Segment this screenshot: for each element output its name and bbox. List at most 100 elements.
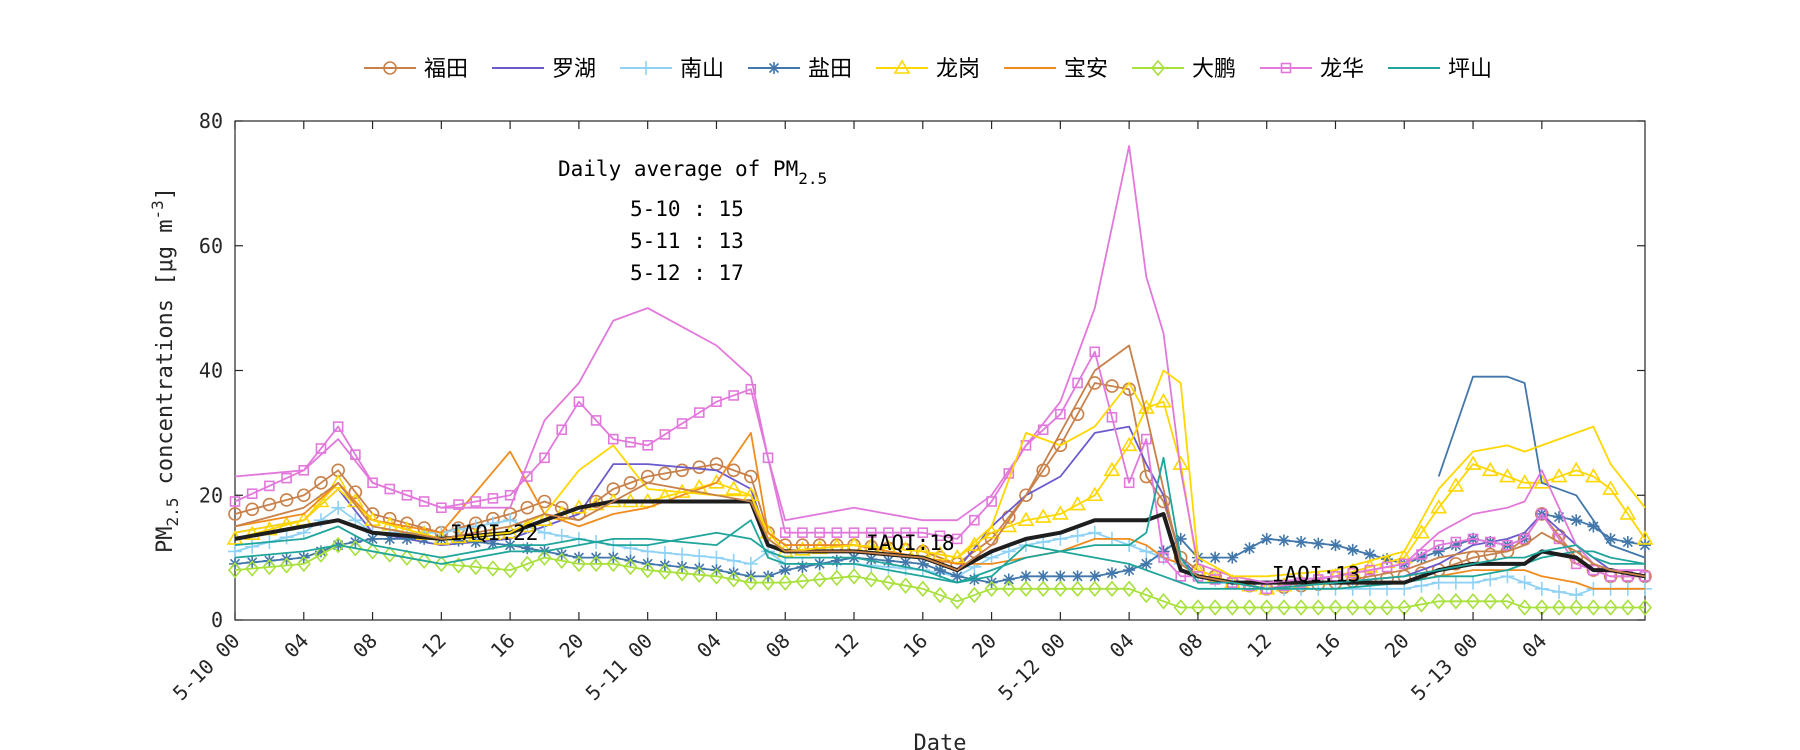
data-point <box>1243 542 1256 555</box>
data-point <box>245 502 259 517</box>
data-point <box>1499 467 1516 483</box>
data-point <box>571 555 586 573</box>
data-point <box>692 460 707 474</box>
data-point <box>882 554 895 567</box>
annotation-title-main: Daily average of PM <box>558 157 798 181</box>
legend-swatch-marker <box>768 62 780 74</box>
data-point <box>1311 599 1326 616</box>
data-point <box>1413 524 1430 539</box>
data-point <box>400 532 413 545</box>
data-point <box>967 586 982 604</box>
data-point <box>227 561 243 579</box>
data-point <box>1018 580 1034 598</box>
data-point <box>279 493 294 507</box>
data-point <box>1019 570 1032 583</box>
data-point <box>1105 567 1118 580</box>
data-point <box>1295 536 1308 549</box>
y-axis-label-end: ] <box>153 187 178 200</box>
data-point <box>1380 599 1395 616</box>
legend-label: 大鹏 <box>1192 57 1236 82</box>
data-point <box>418 496 430 507</box>
legend-swatch-marker <box>639 61 653 75</box>
data-point <box>1070 580 1085 598</box>
legend-item: 南山 <box>620 57 724 82</box>
x-tick-label: 08 <box>761 629 795 663</box>
series-extra <box>234 369 1646 578</box>
data-point <box>1105 379 1119 393</box>
data-point <box>1277 534 1290 547</box>
data-point <box>331 536 346 554</box>
data-point <box>296 555 311 573</box>
annotation-line-2: 5-11 : 13 <box>630 229 744 253</box>
data-point <box>348 540 363 557</box>
x-tick-label: 12 <box>1242 629 1276 663</box>
data-point <box>1054 570 1067 583</box>
data-point <box>1036 580 1051 598</box>
data-point <box>728 390 739 401</box>
x-tick-label: 08 <box>348 629 382 663</box>
data-point <box>329 474 347 489</box>
x-axis-ticks: 5-10 00 04 08 12 16 205-11 00 04 08 12 16 205-12 0… <box>168 121 1551 705</box>
legend-label: 罗湖 <box>552 57 596 82</box>
series-extra <box>234 344 1646 590</box>
data-point <box>1344 563 1362 578</box>
data-point <box>1450 536 1462 548</box>
data-point <box>520 555 535 573</box>
x-tick-label: 5-12 00 <box>993 629 1070 706</box>
legend-swatch-marker <box>383 61 397 75</box>
legend-label: 南山 <box>680 57 724 82</box>
data-point <box>607 433 619 445</box>
data-point <box>725 480 743 495</box>
data-point <box>1158 552 1169 563</box>
data-point <box>1019 488 1033 503</box>
x-tick-label: 04 <box>692 629 726 663</box>
data-point <box>1431 593 1446 610</box>
x-tick-label: 04 <box>1105 629 1139 663</box>
annotation-line-3: 5-12 : 17 <box>630 261 744 285</box>
data-point <box>1604 532 1617 545</box>
data-point <box>1567 461 1585 477</box>
data-point <box>554 528 569 543</box>
data-point <box>1123 477 1135 489</box>
data-point <box>1484 536 1496 548</box>
data-point <box>486 537 499 550</box>
data-point <box>1519 533 1530 545</box>
x-tick-label: 5-13 00 <box>1406 629 1483 706</box>
daily-average-annotation: Daily average of PM2.5 5-10 : 15 5-11 : … <box>558 157 827 285</box>
data-point <box>1140 557 1153 570</box>
data-point <box>383 532 396 545</box>
legend-item: 龙岗 <box>876 57 980 82</box>
data-point <box>556 424 568 436</box>
data-point <box>1346 543 1359 556</box>
series-line <box>234 382 1645 590</box>
data-point <box>1430 499 1448 514</box>
data-point <box>1088 570 1101 583</box>
data-point <box>365 543 380 560</box>
iaqi-label: IAQI:22 <box>450 521 539 545</box>
data-point <box>864 571 879 588</box>
legend-label: 龙华 <box>1320 57 1364 82</box>
data-point <box>1294 599 1309 616</box>
data-point <box>606 555 621 573</box>
data-point <box>709 568 724 585</box>
data-point <box>589 555 604 573</box>
data-point <box>503 561 518 579</box>
series-line <box>234 344 1646 590</box>
x-axis-label: Date <box>914 731 967 750</box>
series-罗湖 <box>234 425 1646 590</box>
data-point <box>984 580 999 598</box>
data-point <box>726 463 741 478</box>
data-point <box>950 593 965 610</box>
data-point <box>883 527 894 538</box>
legend-label: 龙岗 <box>936 57 980 82</box>
data-point <box>1585 467 1602 483</box>
y-tick-label: 20 <box>199 483 223 507</box>
data-point <box>846 568 862 585</box>
data-point <box>384 483 396 495</box>
data-point <box>1533 474 1551 489</box>
data-point <box>1553 511 1566 524</box>
data-point <box>246 488 258 499</box>
data-point <box>1502 539 1513 551</box>
data-point <box>314 545 327 558</box>
data-point <box>1104 580 1120 598</box>
